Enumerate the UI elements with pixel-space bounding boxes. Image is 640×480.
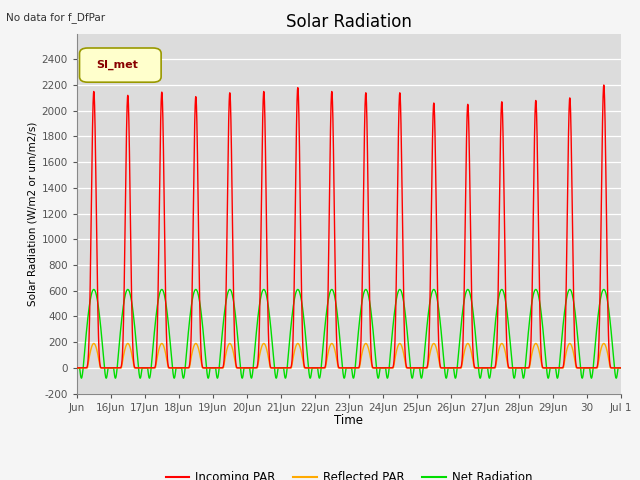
Y-axis label: Solar Radiation (W/m2 or um/m2/s): Solar Radiation (W/m2 or um/m2/s): [28, 121, 37, 306]
Text: No data for f_DfPar: No data for f_DfPar: [6, 12, 106, 23]
X-axis label: Time: Time: [334, 414, 364, 427]
Title: Solar Radiation: Solar Radiation: [286, 12, 412, 31]
FancyBboxPatch shape: [79, 48, 161, 82]
Text: SI_met: SI_met: [96, 60, 138, 70]
Legend: Incoming PAR, Reflected PAR, Net Radiation: Incoming PAR, Reflected PAR, Net Radiati…: [161, 466, 537, 480]
